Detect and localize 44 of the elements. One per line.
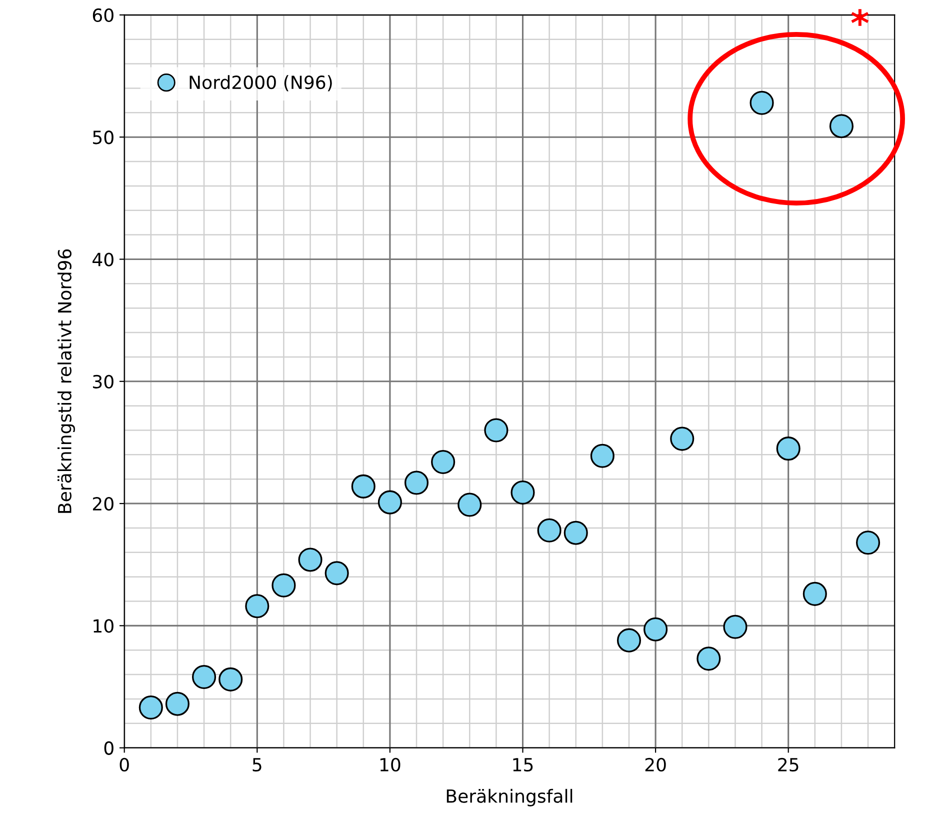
point (564, 520, 588, 545)
point (644, 617, 668, 642)
point (802, 582, 827, 606)
point (138, 695, 163, 720)
point (404, 470, 429, 495)
y-tick-label: 40 (92, 252, 114, 266)
point (378, 490, 402, 514)
point (750, 90, 774, 115)
y-tick-label: 30 (93, 374, 114, 388)
point (351, 474, 376, 498)
x-tick-label: 0 (120, 758, 129, 772)
point (458, 492, 482, 517)
point (590, 444, 614, 468)
point (616, 628, 642, 652)
point (696, 646, 721, 671)
x-tick-label: 15 (513, 758, 533, 772)
y-tick-label: 10 (94, 619, 114, 633)
y-axis-title: Beräkningstid relativt Nord96 (58, 249, 75, 513)
x-tick-label: 25 (778, 758, 798, 772)
legend-label: Nord2000 (N96) (190, 75, 332, 92)
point (537, 518, 562, 542)
point (670, 426, 694, 451)
point (245, 594, 270, 618)
x-tick-label: 20 (645, 758, 666, 772)
y-tick-label: 60 (92, 8, 114, 22)
point (298, 548, 322, 572)
point (484, 418, 508, 442)
x-axis-title: Beräkningsfall (446, 788, 572, 806)
point (165, 692, 190, 716)
point (218, 667, 243, 692)
y-tick-label: 20 (92, 496, 114, 511)
point (510, 480, 535, 505)
x-tick-label: 10 (380, 758, 400, 772)
y-tick-label: 0 (104, 741, 114, 755)
point (431, 450, 456, 474)
point (829, 114, 854, 138)
point (723, 614, 748, 639)
point (776, 436, 800, 461)
y-tick-label: 50 (93, 130, 114, 144)
x-tick-label: 5 (252, 758, 262, 772)
point (272, 573, 296, 598)
point (856, 530, 880, 555)
point (192, 664, 216, 690)
point (324, 561, 349, 586)
